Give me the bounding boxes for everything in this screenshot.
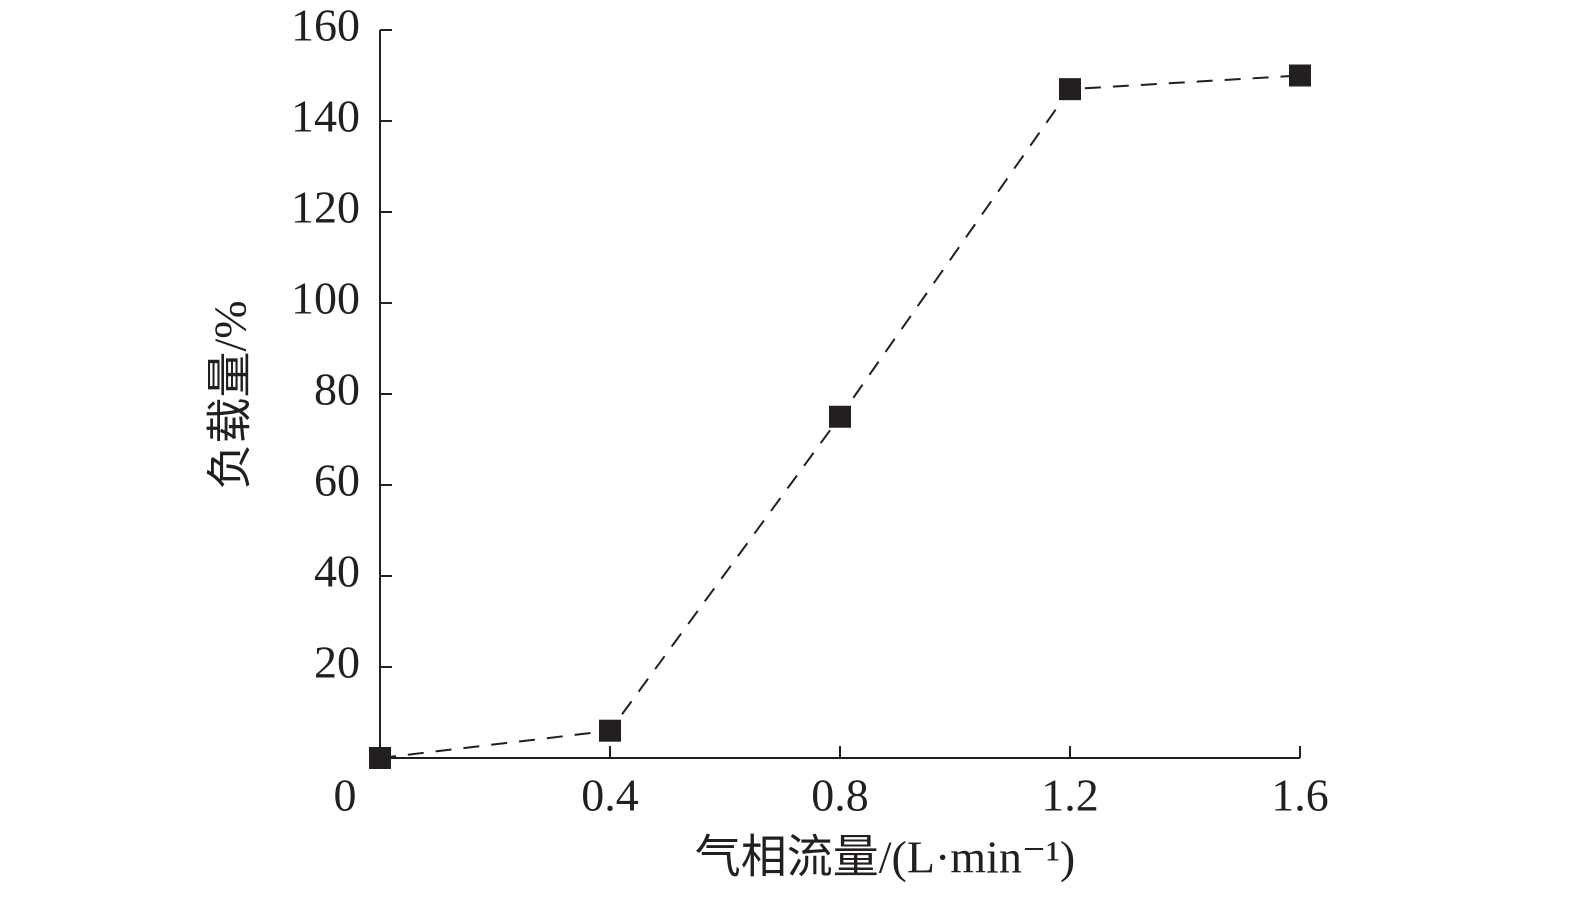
- x-tick-label: 0: [334, 770, 357, 821]
- data-point: [829, 405, 851, 428]
- x-tick-label: 1.2: [1041, 770, 1099, 821]
- x-tick-label: 1.6: [1271, 770, 1329, 821]
- y-tick-label: 160: [291, 0, 360, 51]
- y-tick-label: 20: [314, 637, 360, 688]
- y-tick-label: 120: [291, 182, 360, 233]
- x-axis-label: 气相流量/(L·min⁻¹): [695, 832, 1075, 883]
- data-point: [369, 747, 391, 769]
- y-tick-label: 40: [314, 546, 360, 597]
- x-tick-label: 0.4: [581, 770, 639, 821]
- y-axis-label: 负载量/%: [205, 300, 256, 489]
- y-tick-label: 60: [314, 455, 360, 506]
- data-point: [1059, 78, 1081, 101]
- x-tick-label: 0.8: [811, 770, 869, 821]
- y-tick-label: 140: [291, 91, 360, 142]
- data-point: [1289, 64, 1311, 87]
- data-point: [599, 719, 621, 742]
- y-tick-label: 80: [314, 364, 360, 415]
- y-tick-label: 100: [291, 273, 360, 324]
